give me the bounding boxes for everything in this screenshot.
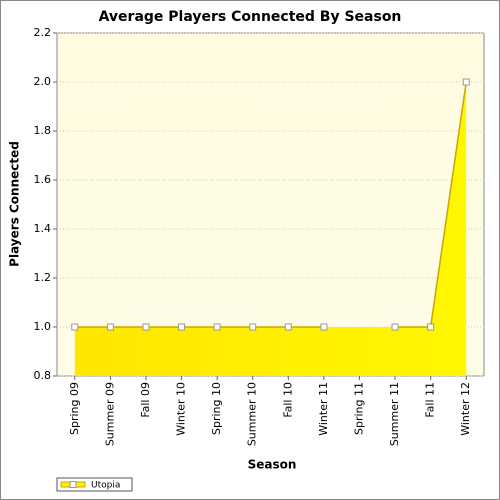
- area: [74, 82, 467, 376]
- point-marker: [71, 323, 79, 331]
- y-axis-title: Players Connected: [8, 141, 22, 267]
- y-tick-label: 1.8: [34, 124, 52, 137]
- legend-marker: [69, 481, 77, 488]
- point-marker: [320, 323, 328, 331]
- point-marker: [142, 323, 150, 331]
- x-tick-label: Winter 10: [175, 382, 188, 436]
- x-tick-label: Fall 10: [281, 382, 294, 418]
- point-marker: [249, 323, 257, 331]
- point-marker: [213, 323, 221, 331]
- point-marker: [106, 323, 114, 331]
- x-tick-label: Spring 10: [210, 382, 223, 435]
- x-axis-title: Season: [248, 458, 297, 472]
- y-tick-label: 1.6: [34, 173, 52, 186]
- y-tick-label: 1.4: [34, 222, 52, 235]
- plot-area: [56, 32, 485, 377]
- x-tick-label: Fall 11: [424, 382, 437, 418]
- y-tick-label: 1.2: [34, 271, 52, 284]
- y-tick-label: 2.2: [34, 26, 52, 39]
- legend-label: Utopia: [91, 481, 120, 491]
- y-tick-label: 2.0: [34, 75, 52, 88]
- y-tick-label: 1.0: [34, 320, 52, 333]
- chart-title: Average Players Connected By Season: [99, 9, 402, 25]
- x-tick-label: Winter 11: [317, 382, 330, 436]
- point-marker: [427, 323, 435, 331]
- point-marker: [462, 78, 470, 86]
- x-tick-label: Spring 09: [68, 382, 81, 435]
- x-tick-label: Summer 10: [246, 382, 259, 446]
- point-marker: [178, 323, 186, 331]
- x-tick-label: Winter 12: [459, 382, 472, 436]
- x-tick-label: Spring 11: [352, 382, 365, 435]
- x-tick-label: Summer 11: [388, 382, 401, 446]
- x-tick-label: Fall 09: [139, 382, 152, 418]
- point-marker: [391, 323, 399, 331]
- x-tick-label: Summer 09: [103, 382, 116, 446]
- y-tick-label: 0.8: [34, 369, 52, 382]
- point-marker: [284, 323, 292, 331]
